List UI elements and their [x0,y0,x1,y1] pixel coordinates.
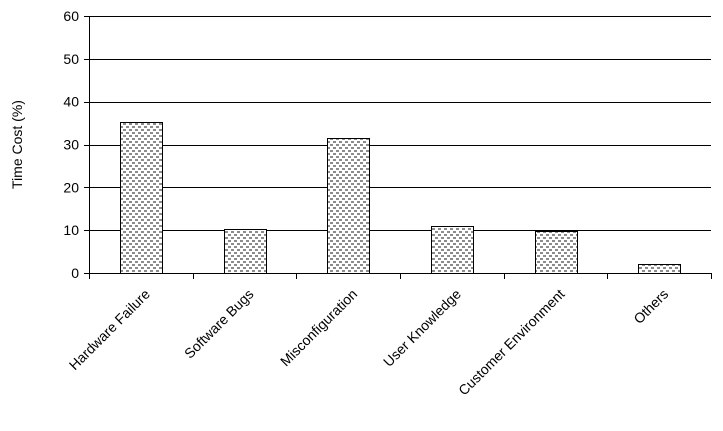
bar-hardware-failure [120,122,163,274]
x-tick-label-others: Others [630,286,671,327]
x-tick-label-hardware-failure: Hardware Failure [66,286,153,373]
x-tick-label-software-bugs: Software Bugs [181,286,257,362]
y-tick-label-60: 60 [63,8,79,24]
x-tick-label-misconfiguration: Misconfiguration [277,286,360,369]
y-axis-label: Time Cost (%) [9,100,25,189]
x-tick-labels: Hardware Failure Software Bugs Misconfigur… [66,286,672,399]
x-tick-label-user-knowledge: User Knowledge [380,286,464,370]
y-tick-labels: 0 10 20 30 40 50 60 [63,8,79,281]
bar-misconfiguration [327,138,370,274]
bar-user-knowledge [431,226,474,274]
y-tick-label-10: 10 [63,222,79,238]
y-tick-label-40: 40 [63,94,79,110]
x-tick-label-customer-environment: Customer Environment [455,286,568,399]
y-tick-label-20: 20 [63,179,79,195]
y-tick-label-30: 30 [63,137,79,153]
bar-others [638,264,681,274]
axes [84,16,712,279]
y-tick-label-0: 0 [71,265,79,281]
bars [120,122,681,274]
gridlines [89,16,711,231]
y-tick-label-50: 50 [63,51,79,67]
bar-customer-environment [535,231,578,274]
bar-software-bugs [224,229,267,274]
